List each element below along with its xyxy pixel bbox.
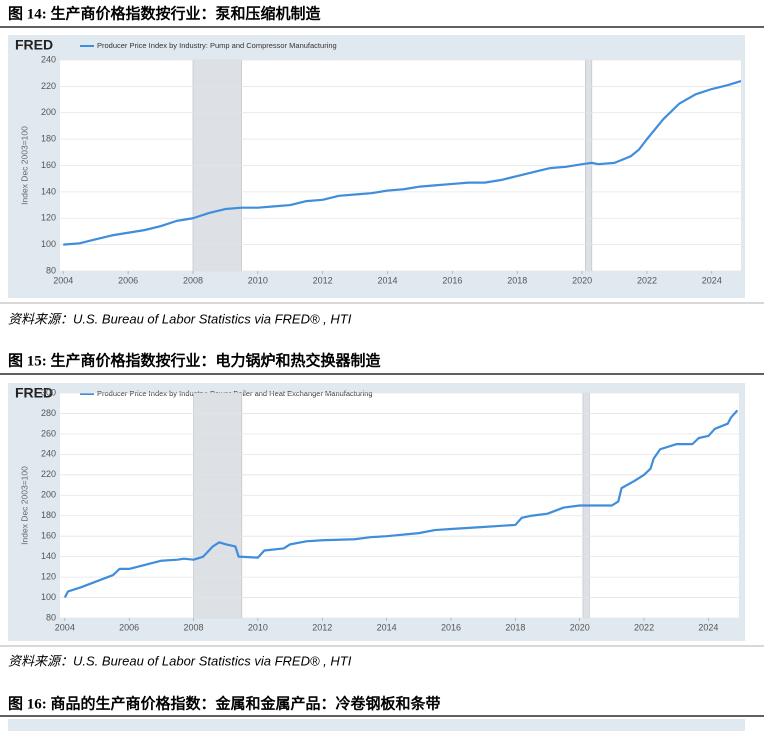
y-tick-label: 260	[41, 428, 56, 438]
x-tick-label: 2020	[572, 275, 592, 285]
x-tick-label: 2008	[184, 622, 204, 632]
x-tick-label: 2004	[55, 622, 75, 632]
plot-area	[60, 393, 739, 618]
x-tick-label: 2010	[248, 622, 268, 632]
y-tick-label: 180	[41, 510, 56, 520]
x-tick-label: 2006	[118, 275, 138, 285]
x-tick-label: 2014	[377, 622, 397, 632]
x-tick-label: 2018	[507, 275, 527, 285]
y-tick-label: 200	[41, 107, 56, 117]
data-line	[63, 409, 739, 599]
y-tick-label: 220	[41, 81, 56, 91]
x-tick-label: 2012	[312, 622, 332, 632]
y-tick-label: 220	[41, 469, 56, 479]
y-tick-label: 140	[41, 186, 56, 196]
y-tick-label: 100	[41, 239, 56, 249]
figure-title: 图 14: 生产商价格指数按行业：泵和压缩机制造	[8, 4, 321, 22]
y-tick-label: 300	[41, 387, 56, 397]
x-tick-label: 2018	[505, 622, 525, 632]
recession-band	[193, 392, 243, 619]
x-tick-label: 2024	[698, 622, 718, 632]
logo: FRED	[15, 385, 53, 401]
y-tick-label: 240	[41, 449, 56, 459]
y-tick-label: 80	[46, 612, 56, 622]
figure-source: 资料来源：U.S. Bureau of Labor Statistics via…	[8, 311, 352, 326]
x-tick-label: 2022	[634, 622, 654, 632]
x-tick-label: 2022	[637, 275, 657, 285]
x-tick-label: 2010	[248, 275, 268, 285]
y-tick-label: 200	[41, 490, 56, 500]
y-axis-label: Index Dec 2003=100	[19, 126, 29, 205]
x-tick-label: 2006	[119, 622, 139, 632]
x-tick-label: 2020	[570, 622, 590, 632]
x-tick-label: 2004	[53, 275, 73, 285]
figure-source: 资料来源：U.S. Bureau of Labor Statistics via…	[8, 653, 352, 668]
y-tick-label: 100	[41, 592, 56, 602]
logo: FRED	[15, 37, 53, 53]
data-line	[63, 80, 742, 246]
y-tick-label: 80	[46, 265, 56, 275]
figure-title: 图 16: 商品的生产商价格指数：金属和金属产品：冷卷钢板和条带	[8, 694, 441, 712]
x-tick-label: 2008	[183, 275, 203, 285]
figure-title: 图 15: 生产商价格指数按行业：电力锅炉和热交换器制造	[8, 351, 381, 369]
y-tick-label: 180	[41, 134, 56, 144]
x-tick-label: 2024	[702, 275, 722, 285]
x-tick-label: 2016	[442, 275, 462, 285]
x-tick-label: 2014	[378, 275, 398, 285]
y-tick-label: 120	[41, 213, 56, 223]
x-tick-label: 2016	[441, 622, 461, 632]
y-tick-label: 240	[41, 54, 56, 64]
y-tick-label: 120	[41, 571, 56, 581]
y-axis-label: Index Dec 2003=100	[19, 466, 29, 545]
y-tick-label: 140	[41, 551, 56, 561]
y-tick-label: 280	[41, 408, 56, 418]
legend-label: Producer Price Index by Industry: Pump a…	[97, 41, 337, 50]
chart-frame	[8, 719, 745, 731]
x-tick-label: 2012	[313, 275, 333, 285]
y-tick-label: 160	[41, 531, 56, 541]
y-tick-label: 160	[41, 160, 56, 170]
